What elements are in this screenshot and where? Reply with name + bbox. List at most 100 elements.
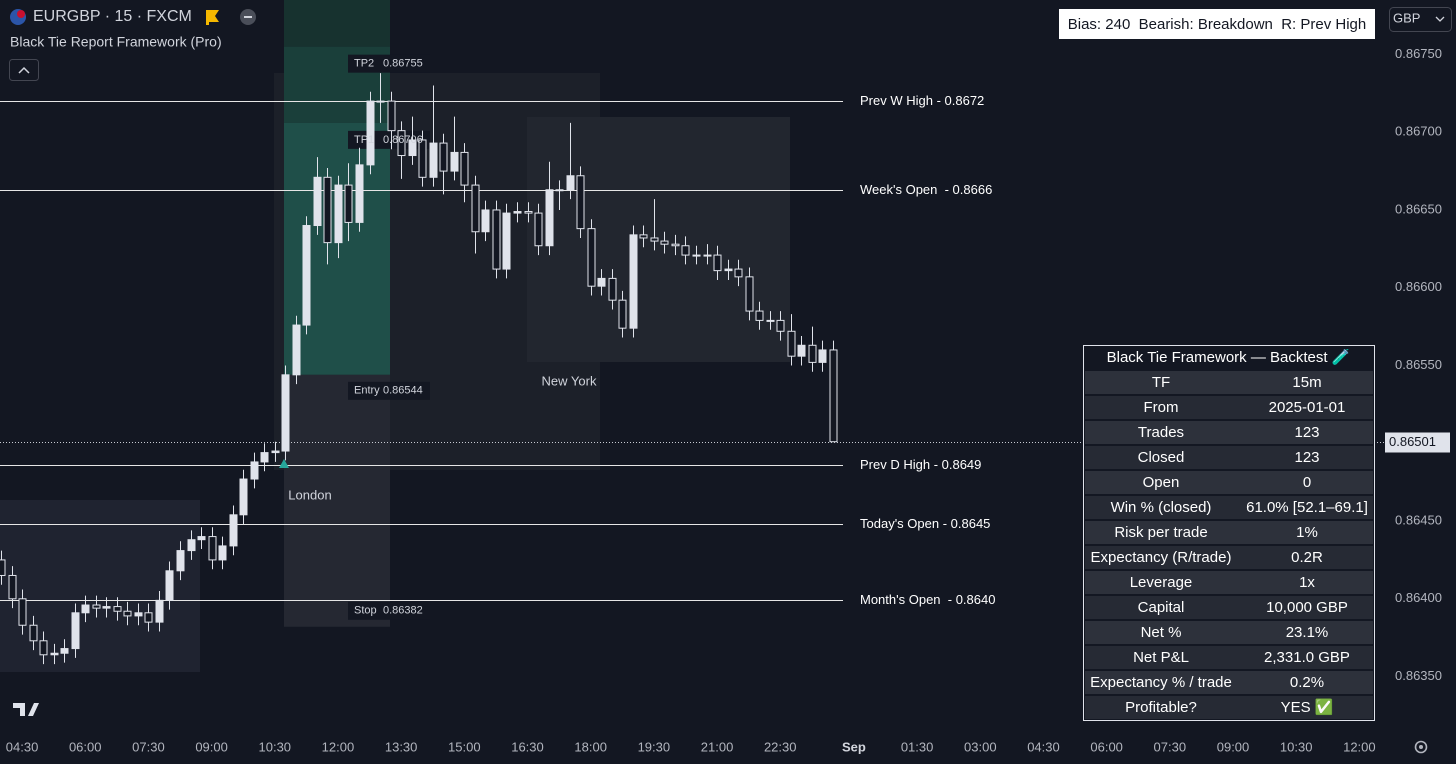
- table-row: [1085, 546, 1373, 569]
- x-tick-label: 06:00: [69, 739, 102, 754]
- settings-icon-center: [1419, 745, 1423, 749]
- trade-label-price: 0.86755: [383, 58, 423, 70]
- symbol-title[interactable]: EURGBP · 15 · FXCM: [33, 8, 192, 25]
- candle-body: [597, 277, 606, 287]
- table-row: [1085, 596, 1373, 619]
- candle-body: [681, 245, 690, 256]
- candle-body: [776, 319, 785, 332]
- level-label: Prev D High - 0.8649: [860, 457, 981, 472]
- currency-dropdown[interactable]: [1389, 7, 1452, 32]
- settings-icon[interactable]: [1414, 740, 1428, 754]
- table-cell-label: Expectancy % / trade: [1090, 674, 1232, 691]
- candle-body: [787, 330, 796, 357]
- x-tick-label: 03:00: [964, 739, 997, 754]
- candle-body: [260, 452, 269, 463]
- table-row: [1085, 496, 1373, 519]
- x-tick-label: 10:30: [259, 739, 292, 754]
- trade-label-name: TP2: [354, 58, 374, 70]
- table-cell-value: 0.2%: [1290, 674, 1324, 691]
- session-label: New York: [542, 373, 597, 388]
- stop-zone: [284, 374, 390, 627]
- table-cell-label: Profitable?: [1125, 699, 1197, 716]
- candle-body: [818, 349, 827, 363]
- collapse-button[interactable]: [9, 59, 39, 81]
- x-tick-label: 09:00: [195, 739, 228, 754]
- candle-body: [745, 276, 754, 312]
- level-label: Prev W High - 0.8672: [860, 93, 984, 108]
- x-tick-label: Sep: [842, 739, 866, 754]
- table-cell-value: 123: [1294, 424, 1319, 441]
- candle-body: [355, 164, 364, 223]
- x-tick-label: 21:00: [701, 739, 734, 754]
- table-cell-value: 1%: [1296, 524, 1318, 541]
- candle-body: [555, 189, 564, 192]
- table-row: [1085, 471, 1373, 494]
- candle-body: [197, 536, 206, 541]
- candle-body: [829, 349, 838, 443]
- candle-body: [113, 606, 122, 612]
- candle-body: [629, 234, 638, 329]
- candle-body: [187, 539, 196, 552]
- candle-body: [39, 640, 48, 656]
- candle-body: [513, 211, 522, 214]
- y-tick-label: 0.86650: [1395, 201, 1442, 216]
- level-label: Today's Open - 0.8645: [860, 516, 990, 531]
- candle-body: [8, 574, 17, 600]
- table-cell-label: From: [1144, 399, 1179, 416]
- table-row: [1085, 446, 1373, 469]
- level-label: Month's Open - 0.8640: [860, 592, 995, 607]
- table-cell-value: 1x: [1299, 574, 1315, 591]
- currency-text: GBP: [1393, 10, 1420, 25]
- x-tick-label: 04:30: [6, 739, 39, 754]
- table-cell-label: Leverage: [1130, 574, 1193, 591]
- candle-body: [250, 461, 259, 480]
- x-tick-label: 16:30: [511, 739, 544, 754]
- x-tick-label: 09:00: [1217, 739, 1250, 754]
- indicator-title[interactable]: Black Tie Report Framework (Pro): [10, 34, 222, 50]
- candle-body: [618, 299, 627, 329]
- x-tick-label: 07:30: [132, 739, 165, 754]
- candle-body: [492, 209, 501, 270]
- table-row: [1085, 646, 1373, 669]
- y-tick-label: 0.86700: [1395, 124, 1442, 139]
- table-row: [1085, 521, 1373, 544]
- flag-icon[interactable]: [206, 10, 219, 25]
- candle-body: [0, 559, 6, 576]
- table-cell-value: 15m: [1292, 374, 1321, 391]
- candle-body: [808, 344, 817, 363]
- x-tick-label: 12:00: [1343, 739, 1376, 754]
- candle-body: [450, 151, 459, 172]
- candle-body: [734, 268, 743, 278]
- candle-body: [397, 130, 406, 157]
- x-tick-label: 18:00: [574, 739, 607, 754]
- trade-label-bg: [348, 601, 430, 620]
- table-cell-label: Capital: [1138, 599, 1185, 616]
- table-row: [1085, 621, 1373, 644]
- entry-signal: [279, 459, 289, 468]
- candle-body: [50, 652, 59, 656]
- y-tick-label: 0.86600: [1395, 279, 1442, 294]
- candle-body: [366, 100, 375, 166]
- candle-body: [766, 319, 775, 322]
- tradingview-logo[interactable]: [13, 703, 39, 716]
- candle-body: [418, 139, 427, 178]
- candle-body: [60, 648, 69, 654]
- candle-body: [703, 254, 712, 257]
- table-row: [1085, 371, 1373, 394]
- table-cell-value: 123: [1294, 449, 1319, 466]
- candle-body: [29, 624, 38, 642]
- candle-body: [566, 175, 575, 191]
- candle-body: [671, 243, 680, 247]
- table-cell-label: Win % (closed): [1111, 499, 1212, 516]
- session-label: London: [288, 487, 331, 502]
- candle-body: [323, 176, 332, 244]
- candle-body: [302, 225, 311, 326]
- x-tick-label: 07:30: [1154, 739, 1187, 754]
- candle-body: [692, 254, 701, 257]
- trade-label-name: TP1: [354, 134, 374, 146]
- candle-body: [123, 610, 132, 617]
- candle-body: [292, 324, 301, 376]
- last-price-badge: [1385, 432, 1450, 453]
- symbol-flag-icon-part: [17, 10, 25, 18]
